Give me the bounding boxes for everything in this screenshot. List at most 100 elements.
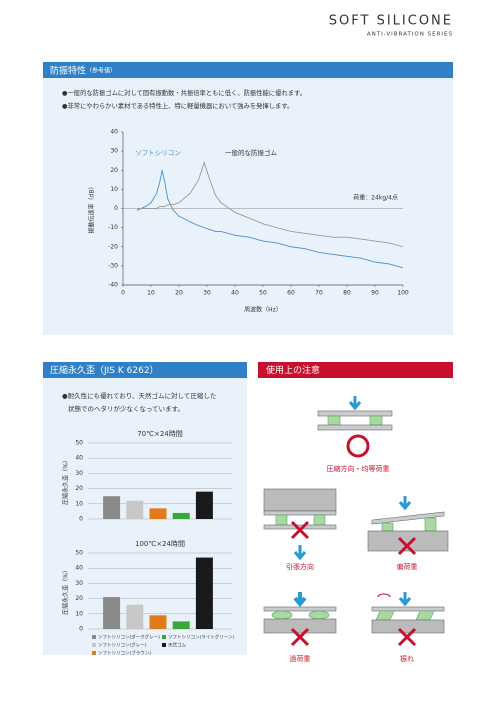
legend-swatch [162,643,166,647]
mount [308,610,330,620]
section-title: 使用上の注意 [266,364,320,376]
x-tick-label: 40 [231,290,239,297]
x-tick-label: 80 [343,290,351,297]
x-tick-label: 70 [315,290,323,297]
series-line [137,161,404,248]
x-tick-label: 90 [371,290,379,297]
ng-mark [290,627,310,647]
plate [371,606,445,612]
y-axis-label: 振動伝達率（dB） [88,184,96,234]
legend-swatch [92,643,96,647]
x-tick-label: 0 [121,290,125,297]
block [263,618,337,634]
y-tick-label: 20 [75,485,83,492]
mount [271,610,293,620]
section-title-main: 防振特性 [50,64,86,76]
y-tick-label: 30 [75,470,83,477]
mount [424,517,437,532]
plate [317,410,393,417]
mount [275,514,288,526]
chart-title: 100℃×24時間 [135,540,185,548]
x-tick-label: 20 [175,290,183,297]
block [371,619,445,634]
arrow [398,496,412,511]
bar [149,615,167,629]
y-tick-label: 50 [75,550,83,557]
series-line [136,170,404,269]
bar [126,500,144,519]
caption: 過荷重 [290,654,311,663]
bullet: ●耐久性にも優れており、天然ゴムに対して圧縮した [62,391,216,400]
y-tick-label: 20 [110,167,118,174]
bar [103,496,121,519]
diagram [263,396,449,647]
bar [149,508,167,519]
rotation-arrow [377,593,391,598]
y-tick-label: 0 [79,516,83,523]
brand-title: SOFT SILICONE [329,14,453,29]
section-title-note: （参考値） [86,66,116,74]
y-tick-label: 30 [75,580,83,587]
caption: 振れ [400,654,414,663]
x-tick-label: 60 [287,290,295,297]
arrow [293,545,307,561]
y-tick-label: -10 [108,224,118,231]
mount [369,415,383,426]
series-label: 一般的な防振ゴム [225,148,278,157]
x-axis-label: 周波数（Hz） [244,306,282,314]
mount [313,514,326,526]
y-tick-label: 30 [110,148,118,155]
annotation: 荷重：24kg/4点 [353,194,398,202]
y-tick-label: -40 [108,282,118,289]
y-tick-label: -30 [108,262,118,269]
x-tick-label: 100 [397,290,409,297]
mount [381,522,394,532]
caption: 偏荷重 [397,562,418,571]
y-tick-label: 20 [75,595,83,602]
arrow [293,592,307,608]
y-tick-label: 40 [75,565,83,572]
legend-label: 天然ゴム [168,642,186,649]
section-header [258,362,453,378]
plate [263,606,337,612]
series-label: ソフトシリコン [135,149,181,157]
legend-swatch [92,651,96,655]
legend-label: ソフトシリコン(ダークグレー) [98,634,160,641]
arrow [348,396,362,411]
panel [43,78,453,335]
legend-label: ソフトシリコン(ブラウン) [98,650,151,657]
x-tick-label: 10 [147,290,155,297]
panel [43,378,247,655]
plate [317,424,393,431]
brand-subtitle: ANTI-VIBRATION SERIES [367,32,453,38]
y-axis-label: 圧縮永久歪（%） [62,457,70,505]
section-title: 防振特性（参考値） [50,64,116,76]
ng-mark [290,520,310,540]
bar [172,512,190,519]
caption: 圧縮方向・均等荷重 [327,464,390,473]
caption: 引張方向 [286,562,314,571]
bar [103,597,121,629]
x-tick-label: 50 [259,290,267,297]
y-tick-label: 10 [110,186,118,193]
bullet: ●非常にやわらかい素材である特性上、特に軽量機器において強みを発揮します。 [62,101,293,110]
mount [327,415,341,426]
y-tick-label: 0 [114,205,118,212]
section-header [43,62,453,78]
y-tick-label: 0 [79,626,83,633]
ng-mark [397,536,417,556]
bar [195,557,213,629]
y-tick-label: 10 [75,500,83,507]
plate [263,510,337,516]
block [263,488,337,512]
y-axis-label: 圧縮永久歪（%） [62,567,70,615]
y-tick-label: 10 [75,610,83,617]
plate [371,511,445,525]
line-chart: -40 -30 -20 -10 0 10 20 30 40 0 10 20 30 40 50 60 70 80 90… [88,129,409,314]
legend-label: ソフトシリコン(グレー) [98,642,147,649]
block [367,530,449,552]
legend-swatch [162,635,166,639]
bullet: ●一般的な防振ゴムに対して固有振動数・共振倍率ともに低く、防振性能に優れます。 [62,88,306,97]
axis [122,132,403,286]
